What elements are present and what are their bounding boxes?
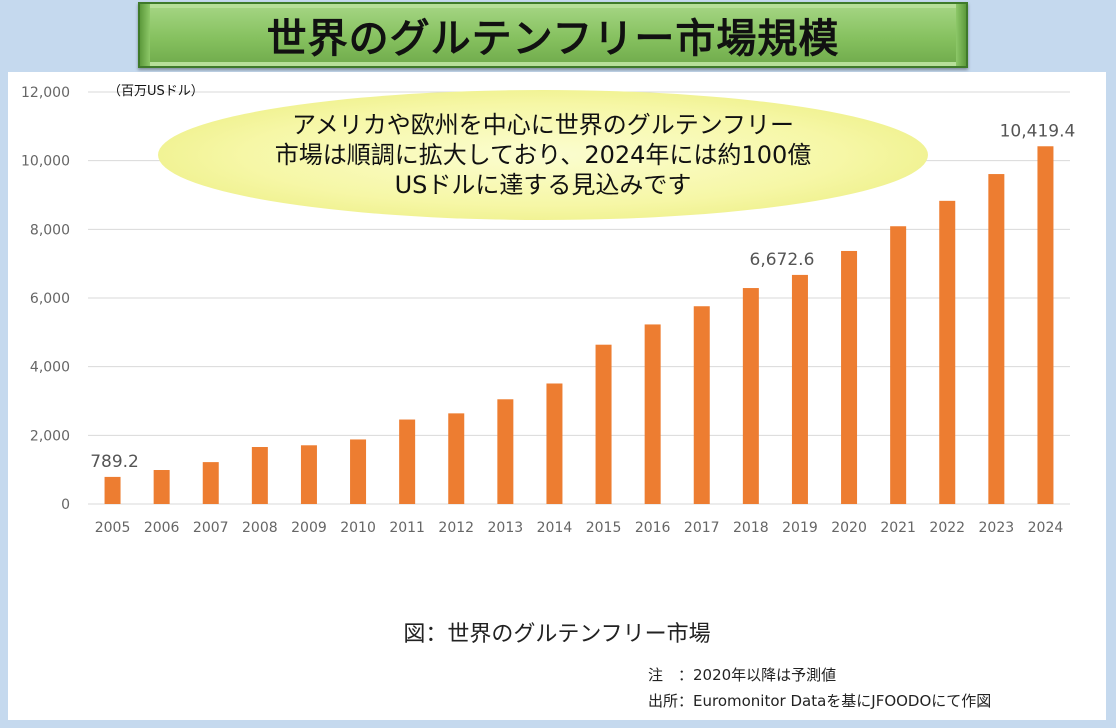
bar-2012 (448, 413, 465, 504)
bar-2021 (890, 226, 907, 504)
x-tick-label: 2024 (1028, 520, 1064, 536)
bar-2014 (546, 383, 563, 504)
y-tick-label: 8,000 (30, 222, 70, 238)
chart-panel: 0 2,000 4,000 6,000 8,000 10,000 12,000 2005 200… (8, 72, 1106, 720)
x-tick-label: 2020 (831, 520, 867, 536)
x-tick-label: 2017 (684, 520, 720, 536)
x-tick-label: 2008 (242, 520, 278, 536)
x-tick-label: 2022 (929, 520, 965, 536)
y-tick-label: 6,000 (30, 291, 70, 307)
x-tick-label: 2009 (291, 520, 327, 536)
bar-2007 (202, 462, 219, 504)
bar-2013 (497, 399, 514, 504)
x-tick-label: 2015 (586, 520, 622, 536)
data-label-2024: 10,419.4 (1000, 121, 1076, 141)
chart-caption: 図：世界のグルテンフリー市場 (403, 622, 711, 647)
bar-2019 (791, 274, 808, 504)
x-tick-label: 2006 (144, 520, 180, 536)
bar-2020 (841, 250, 858, 504)
forecast-note: 注 ：2020年以降は予測値 (648, 666, 837, 684)
bar-2005 (104, 476, 121, 504)
bar-2016 (644, 324, 661, 504)
x-tick-label: 2012 (438, 520, 474, 536)
x-tick-label: 2005 (95, 520, 131, 536)
x-tick-label: 2016 (635, 520, 671, 536)
bar-2017 (693, 306, 710, 504)
bar-2024 (1037, 146, 1054, 504)
bar-2008 (251, 447, 268, 504)
y-tick-label: 12,000 (21, 85, 70, 101)
bar-2023 (988, 174, 1005, 504)
x-tick-label: 2007 (193, 520, 229, 536)
bar-2011 (399, 419, 416, 504)
y-tick-label: 0 (61, 497, 70, 513)
callout-text: アメリカや欧州を中心に世界のグルテンフリー 市場は順調に拡大しており、2024年… (274, 111, 812, 199)
source-note: 出所：Euromonitor Dataを基にJFOODOにて作図 (648, 692, 992, 710)
y-tick-label: 4,000 (30, 360, 70, 376)
notes: 注 ：2020年以降は予測値 出所：Euromonitor Dataを基にJFO… (648, 662, 991, 714)
x-tick-label: 2019 (782, 520, 818, 536)
x-tick-label: 2010 (340, 520, 376, 536)
y-tick-label: 10,000 (21, 154, 70, 170)
unit-label: （百万USドル） (108, 84, 204, 99)
bar-2015 (595, 344, 612, 504)
callout-bubble: アメリカや欧州を中心に世界のグルテンフリー 市場は順調に拡大しており、2024年… (158, 90, 928, 220)
bar-2018 (742, 288, 759, 504)
bar-2022 (939, 200, 956, 504)
bar-2010 (350, 439, 367, 504)
x-tick-label: 2013 (488, 520, 524, 536)
x-tick-label: 2021 (880, 520, 916, 536)
data-label-2019: 6,672.6 (750, 250, 815, 270)
x-tick-label: 2011 (389, 520, 425, 536)
bar-2009 (300, 445, 317, 504)
y-tick-label: 2,000 (30, 428, 70, 444)
data-label-2005: 789.2 (90, 452, 139, 472)
x-tick-label: 2023 (979, 520, 1015, 536)
page-title: 世界のグルテンフリー市場規模 (266, 16, 840, 62)
bar-2006 (153, 470, 170, 504)
title-banner: 世界のグルテンフリー市場規模 (138, 2, 968, 68)
x-tick-label: 2014 (537, 520, 573, 536)
x-tick-label: 2018 (733, 520, 769, 536)
